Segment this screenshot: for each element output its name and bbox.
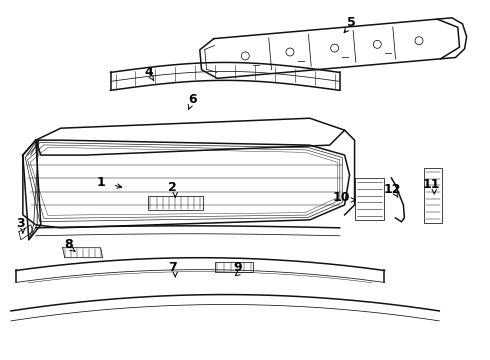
Bar: [355, 178, 385, 220]
Text: 10: 10: [333, 192, 350, 204]
Text: 7: 7: [168, 261, 177, 274]
Text: 5: 5: [347, 16, 356, 29]
Text: 2: 2: [168, 181, 177, 194]
Text: 3: 3: [17, 217, 25, 230]
Text: 1: 1: [96, 176, 105, 189]
Text: 9: 9: [234, 261, 243, 274]
Bar: [215, 262, 253, 272]
Text: 8: 8: [64, 238, 73, 251]
Text: 4: 4: [144, 66, 153, 79]
Bar: [148, 196, 203, 210]
Text: 6: 6: [188, 93, 196, 106]
Bar: [424, 168, 442, 223]
Text: 12: 12: [384, 184, 401, 197]
Text: 11: 11: [422, 179, 440, 192]
